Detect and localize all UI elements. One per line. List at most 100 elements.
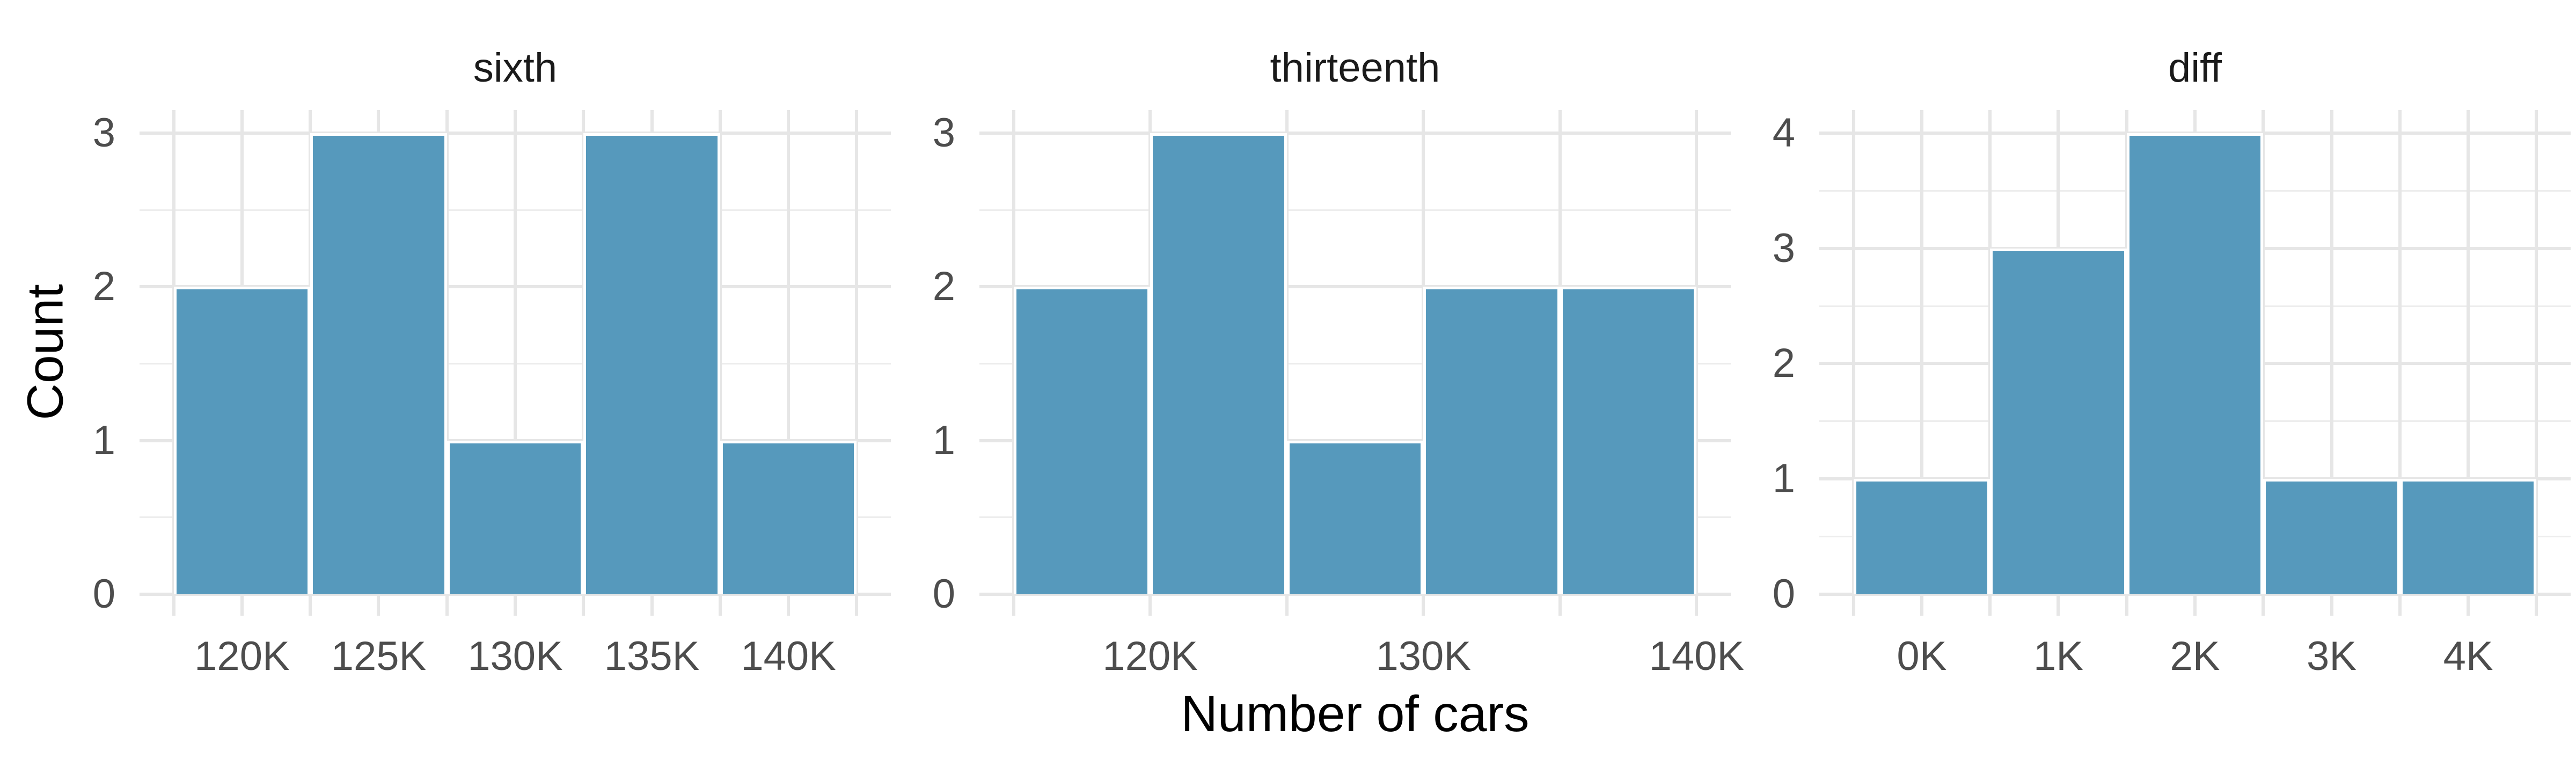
y-tick-label: 4 bbox=[1772, 110, 1795, 156]
x-tick-mark bbox=[2193, 595, 2197, 616]
x-tick-mark bbox=[650, 595, 654, 616]
x-tick-mark bbox=[2125, 595, 2128, 616]
y-tick-label: 3 bbox=[1772, 225, 1795, 271]
x-tick-mark bbox=[582, 595, 586, 616]
y-tick-label: 3 bbox=[932, 110, 955, 156]
histogram-bar bbox=[310, 133, 447, 594]
histogram-bar bbox=[2263, 479, 2400, 594]
x-tick-mark bbox=[445, 595, 449, 616]
x-tick-mark bbox=[787, 595, 791, 616]
plot-area: 120K 125K 130K 135K 140K 0 1 2 3 bbox=[93, 110, 891, 679]
x-tick-mark bbox=[240, 595, 244, 616]
x-tick-mark bbox=[2535, 595, 2538, 616]
x-gridline bbox=[514, 110, 517, 594]
x-tick-mark bbox=[377, 595, 380, 616]
y-gridline-major bbox=[140, 593, 891, 596]
y-gridline-minor bbox=[979, 362, 1731, 364]
x-tick-mark bbox=[2330, 595, 2333, 616]
x-tick-label: 120K bbox=[1102, 633, 1198, 679]
x-tick-mark bbox=[1422, 595, 1425, 616]
facet-panel-diff: diff 0K 1K 2K 3K 4K 0 1 2 3 4 bbox=[1773, 0, 2571, 773]
histogram-bar bbox=[1560, 287, 1697, 594]
facet-panel-thirteenth: thirteenth 120K 130K 140K 0 1 2 3 bbox=[933, 0, 1744, 773]
histogram-bar bbox=[1853, 479, 1990, 594]
facet-title: sixth bbox=[473, 45, 558, 91]
y-tick-label: 0 bbox=[1772, 571, 1795, 617]
y-tick-label: 0 bbox=[92, 571, 115, 617]
y-tick-label: 2 bbox=[1772, 340, 1795, 386]
y-tick-label: 1 bbox=[92, 417, 115, 463]
y-tick-label: 1 bbox=[1772, 456, 1795, 502]
histogram-bar bbox=[583, 133, 720, 594]
y-gridline-major bbox=[1819, 593, 2571, 596]
plot-area: 120K 130K 140K 0 1 2 3 bbox=[933, 110, 1744, 679]
histogram-bar bbox=[173, 287, 311, 594]
x-tick-mark bbox=[855, 595, 859, 616]
x-tick-mark bbox=[2057, 595, 2060, 616]
x-tick-label: 130K bbox=[1375, 633, 1472, 679]
x-tick-label: 4K bbox=[2443, 633, 2493, 679]
x-tick-mark bbox=[309, 595, 312, 616]
x-tick-label: 130K bbox=[467, 633, 563, 679]
x-gridline bbox=[855, 110, 859, 594]
x-gridline bbox=[1285, 110, 1289, 594]
histogram-bar bbox=[2399, 479, 2537, 594]
x-tick-mark bbox=[1148, 595, 1152, 616]
x-gridline bbox=[2467, 110, 2470, 594]
y-gridline-major bbox=[979, 285, 1731, 289]
histogram-bar bbox=[1150, 133, 1287, 594]
x-gridline bbox=[2535, 110, 2538, 594]
x-gridline bbox=[718, 110, 722, 594]
x-tick-label: 1K bbox=[2033, 633, 2083, 679]
x-tick-mark bbox=[1695, 595, 1699, 616]
x-tick-label: 140K bbox=[1649, 633, 1745, 679]
x-tick-label: 125K bbox=[331, 633, 427, 679]
histogram-bar bbox=[1286, 440, 1424, 594]
x-gridline bbox=[2262, 110, 2265, 594]
x-tick-mark bbox=[718, 595, 722, 616]
y-gridline-major bbox=[979, 131, 1731, 135]
facet-title: thirteenth bbox=[1270, 45, 1440, 91]
x-gridline bbox=[2398, 110, 2402, 594]
x-tick-mark bbox=[1012, 595, 1015, 616]
x-tick-label: 140K bbox=[741, 633, 836, 679]
y-gridline-major bbox=[979, 593, 1731, 596]
y-tick-label: 2 bbox=[932, 264, 955, 310]
x-tick-mark bbox=[172, 595, 175, 616]
x-tick-mark bbox=[1988, 595, 1992, 616]
x-tick-mark bbox=[1558, 595, 1562, 616]
x-tick-mark bbox=[2398, 595, 2402, 616]
x-gridline bbox=[2330, 110, 2333, 594]
x-gridline bbox=[1851, 110, 1855, 594]
x-tick-mark bbox=[1851, 595, 1855, 616]
x-tick-label: 120K bbox=[194, 633, 290, 679]
facet-title: diff bbox=[2168, 45, 2222, 91]
y-tick-label: 2 bbox=[92, 264, 115, 310]
x-tick-mark bbox=[1285, 595, 1289, 616]
x-gridline bbox=[1695, 110, 1699, 594]
x-gridline bbox=[1920, 110, 1923, 594]
histogram-bar bbox=[720, 440, 857, 594]
histogram-bar bbox=[2126, 133, 2264, 594]
x-tick-mark bbox=[514, 595, 517, 616]
x-tick-label: 135K bbox=[604, 633, 700, 679]
histogram-bar bbox=[1990, 248, 2127, 594]
y-tick-label: 0 bbox=[932, 571, 955, 617]
x-axis-title: Number of cars bbox=[1181, 686, 1529, 742]
x-tick-label: 2K bbox=[2170, 633, 2220, 679]
x-gridline bbox=[787, 110, 791, 594]
plot-area: 0K 1K 2K 3K 4K 0 1 2 3 4 bbox=[1773, 110, 2571, 679]
x-tick-mark bbox=[2262, 595, 2265, 616]
facet-panel-sixth: sixth 120K 125K 130K 135K 140K 0 1 2 3 bbox=[93, 0, 891, 773]
x-tick-label: 0K bbox=[1897, 633, 1947, 679]
x-gridline bbox=[445, 110, 449, 594]
histogram-bar bbox=[1423, 287, 1560, 594]
y-tick-label: 3 bbox=[92, 110, 115, 156]
histogram-bar bbox=[1013, 287, 1151, 594]
y-tick-label: 1 bbox=[932, 417, 955, 463]
x-tick-mark bbox=[1920, 595, 1923, 616]
histogram-bar bbox=[447, 440, 584, 594]
x-tick-label: 3K bbox=[2307, 633, 2357, 679]
x-tick-mark bbox=[2467, 595, 2470, 616]
